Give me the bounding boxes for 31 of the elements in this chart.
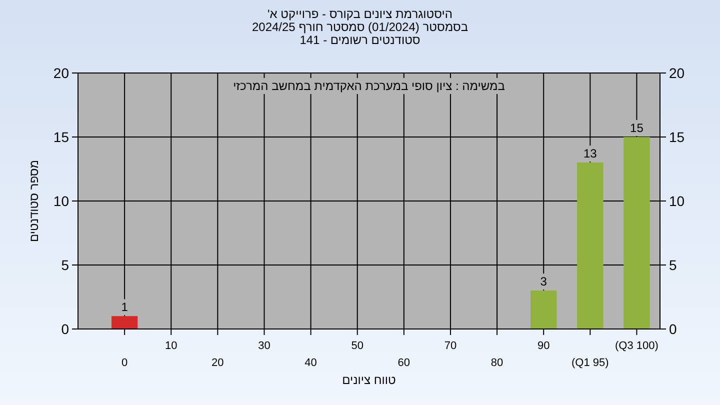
x-tick-label: 80: [490, 357, 504, 369]
data-label: 3: [540, 274, 548, 289]
x-tick-label: 40: [304, 357, 317, 369]
x-tick-label: (Q3 100): [615, 340, 658, 352]
y2-tick-label: 20: [669, 65, 685, 81]
x-axis-title: טווח ציונים: [342, 373, 396, 387]
x-tick-label: 0: [121, 357, 128, 369]
data-label: 13: [583, 146, 598, 161]
y2-tick-label: 5: [669, 257, 677, 273]
y-tick-label: 10: [53, 193, 70, 209]
x-tick-label: (Q1 95): [572, 357, 609, 369]
data-label: 15: [630, 121, 644, 135]
y-tick-label: 5: [61, 257, 70, 273]
y-tick-label: 20: [53, 65, 70, 81]
x-tick-label: 10: [164, 340, 178, 352]
x-tick-label: 20: [212, 357, 224, 369]
y-tick-label: 15: [53, 129, 70, 145]
x-tick-label: 30: [258, 340, 270, 352]
data-label: 1: [121, 300, 128, 314]
x-tick-label: 70: [444, 340, 457, 352]
y2-tick-label: 0: [669, 321, 677, 337]
x-tick-label: 60: [398, 357, 410, 369]
y-tick-label: 0: [61, 321, 70, 337]
y2-tick-label: 15: [669, 129, 685, 145]
annotation: במשימה : ציון סופי במערכת האקדמית במחשב המרכזי: [233, 79, 505, 93]
chart-title: היסטוגרמת ציונים בקורס - פרוייקט א': [268, 7, 452, 21]
y2-tick-label: 10: [669, 193, 685, 209]
chart-subtitle: בסמסטר (01/2024) סמסטר חורף 2024/25 סטודנטים רשומים - 141: [252, 20, 468, 47]
x-tick-label: 90: [537, 340, 550, 352]
y-axis-title: מספר סטודנטים: [27, 160, 41, 242]
x-tick-label: 50: [351, 340, 364, 352]
